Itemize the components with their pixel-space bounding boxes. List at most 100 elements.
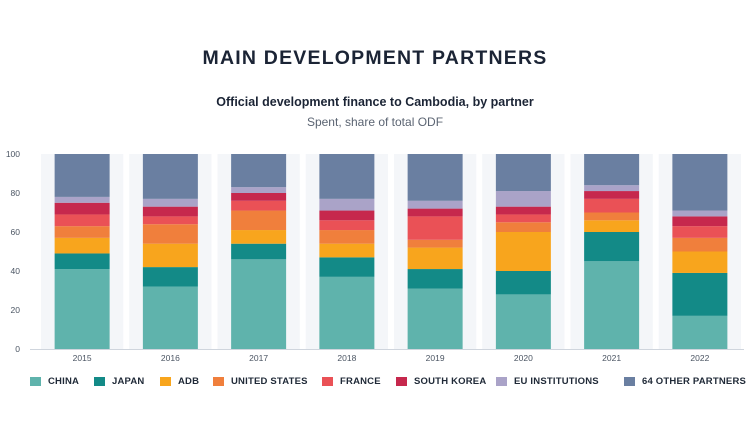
- legend-swatch: [624, 376, 635, 386]
- bar-segment-64-other-partners-2021: [584, 154, 640, 186]
- bar-segment-united-states-2018: [319, 230, 375, 244]
- legend-swatch: [30, 376, 41, 386]
- bar-segment-china-2018: [319, 276, 375, 349]
- bar-segment-united-states-2022: [672, 237, 728, 252]
- legend-swatch: [496, 376, 507, 386]
- legend-swatch: [213, 376, 224, 386]
- bar-segment-64-other-partners-2016: [142, 154, 198, 199]
- bar-segment-adb-2017: [231, 230, 287, 244]
- stacked-bar-chart: 2015 2016 2017 2018 2019 2020 2021 2022 0 20 40 60 8…: [6, 149, 744, 363]
- bar-segment-france-2015: [54, 214, 110, 227]
- bar-segment-japan-2018: [319, 257, 375, 277]
- bar-segment-china-2020: [495, 294, 551, 349]
- bar-segment-south-korea-2018: [319, 210, 375, 221]
- bar-segment-china-2022: [672, 315, 728, 349]
- bar-segment-united-states-2020: [495, 222, 551, 232]
- legend-label: UNITED STATES: [231, 375, 308, 387]
- legend-item: 64 OTHER PARTNERS: [624, 374, 746, 388]
- x-tick-label: 2017: [249, 353, 268, 363]
- x-tick-label: 2016: [161, 353, 180, 363]
- legend-label: SOUTH KOREA: [414, 375, 487, 387]
- bar-segment-adb-2020: [495, 232, 551, 271]
- x-tick-label: 2015: [73, 353, 92, 363]
- bar-segment-china-2017: [231, 259, 287, 349]
- bar-segment-south-korea-2021: [584, 191, 640, 199]
- bar-segment-japan-2020: [495, 271, 551, 295]
- bar-segment-japan-2016: [142, 267, 198, 287]
- bar-segment-64-other-partners-2019: [407, 154, 463, 201]
- bar-segment-china-2019: [407, 288, 463, 349]
- bar-segment-adb-2021: [584, 220, 640, 232]
- bar-segment-united-states-2021: [584, 212, 640, 221]
- legend-item: FRANCE: [322, 374, 381, 388]
- bar-segment-eu-institutions-2020: [495, 191, 551, 207]
- bar-segment-japan-2019: [407, 269, 463, 289]
- bar-segment-japan-2015: [54, 253, 110, 270]
- legend-item: UNITED STATES: [213, 374, 308, 388]
- bar-segment-south-korea-2019: [407, 208, 463, 217]
- chart-note: Spent, share of total ODF: [306, 115, 444, 129]
- legend-swatch: [396, 376, 407, 386]
- bar-segment-japan-2022: [672, 272, 728, 316]
- bar-segment-eu-institutions-2018: [319, 198, 375, 211]
- bar-segment-france-2019: [407, 216, 463, 240]
- bar-segment-japan-2017: [231, 243, 287, 260]
- x-tick-label: 2020: [514, 353, 533, 363]
- legend-item: CHINA: [30, 374, 79, 388]
- y-tick-label: 100: [6, 149, 20, 159]
- bar-segment-adb-2019: [407, 247, 463, 270]
- bar-segment-eu-institutions-2015: [54, 196, 110, 203]
- bar-segment-64-other-partners-2022: [672, 154, 728, 211]
- bar-segment-adb-2016: [142, 243, 198, 268]
- bar-segment-eu-institutions-2016: [142, 198, 198, 207]
- bar-segment-adb-2015: [54, 237, 110, 254]
- bar-segment-france-2022: [672, 226, 728, 238]
- legend-swatch: [94, 376, 105, 386]
- legend: CHINA JAPAN ADB UNITED STATES FRANCE SOUTH KO…: [30, 374, 746, 388]
- bar-segment-china-2015: [54, 269, 110, 349]
- bar-segment-japan-2021: [584, 232, 640, 262]
- bar-segment-france-2016: [142, 216, 198, 225]
- legend-swatch: [322, 376, 333, 386]
- bar-segment-adb-2022: [672, 251, 728, 273]
- x-tick-label: 2019: [426, 353, 445, 363]
- bar-segment-64-other-partners-2018: [319, 154, 375, 199]
- bar-segment-adb-2018: [319, 243, 375, 258]
- bar-segment-south-korea-2022: [672, 216, 728, 227]
- legend-swatch: [160, 376, 171, 386]
- bar-segment-eu-institutions-2019: [407, 200, 463, 209]
- bar-segment-64-other-partners-2015: [54, 154, 110, 197]
- bar-segment-south-korea-2017: [231, 193, 287, 201]
- bar-segment-united-states-2019: [407, 239, 463, 248]
- legend-label: 64 OTHER PARTNERS: [642, 375, 747, 387]
- bar-segment-64-other-partners-2020: [495, 154, 551, 192]
- legend-item: EU INSTITUTIONS: [496, 374, 599, 388]
- y-tick-label: 80: [11, 188, 21, 198]
- bar-segment-france-2018: [319, 220, 375, 231]
- chart-title: MAIN DEVELOPMENT PARTNERS: [202, 47, 548, 69]
- chart-subtitle: Official development finance to Cambodia…: [216, 95, 534, 109]
- legend-item: ADB: [160, 374, 199, 388]
- legend-label: FRANCE: [340, 375, 381, 387]
- legend-label: JAPAN: [112, 375, 145, 387]
- x-tick-label: 2022: [690, 353, 709, 363]
- bar-segment-eu-institutions-2021: [584, 185, 640, 192]
- x-tick-label: 2018: [337, 353, 356, 363]
- y-tick-label: 0: [15, 344, 20, 354]
- bar-segment-china-2021: [584, 261, 640, 349]
- bar-layer: [54, 154, 728, 349]
- bar-segment-united-states-2015: [54, 226, 110, 238]
- bar-segment-france-2017: [231, 200, 287, 211]
- x-tick-label: 2021: [602, 353, 621, 363]
- bar-segment-south-korea-2015: [54, 202, 110, 215]
- bar-segment-south-korea-2016: [142, 206, 198, 217]
- bar-segment-64-other-partners-2017: [231, 154, 287, 188]
- y-tick-label: 40: [11, 266, 21, 276]
- legend-item: JAPAN: [94, 374, 145, 388]
- bar-segment-eu-institutions-2017: [231, 187, 287, 193]
- bar-segment-united-states-2017: [231, 210, 287, 231]
- legend-label: CHINA: [48, 375, 80, 387]
- axis-layer: 2015 2016 2017 2018 2019 2020 2021 2022 0 20 40 60 8…: [6, 149, 744, 363]
- bar-segment-united-states-2016: [142, 224, 198, 244]
- legend-label: ADB: [178, 375, 200, 387]
